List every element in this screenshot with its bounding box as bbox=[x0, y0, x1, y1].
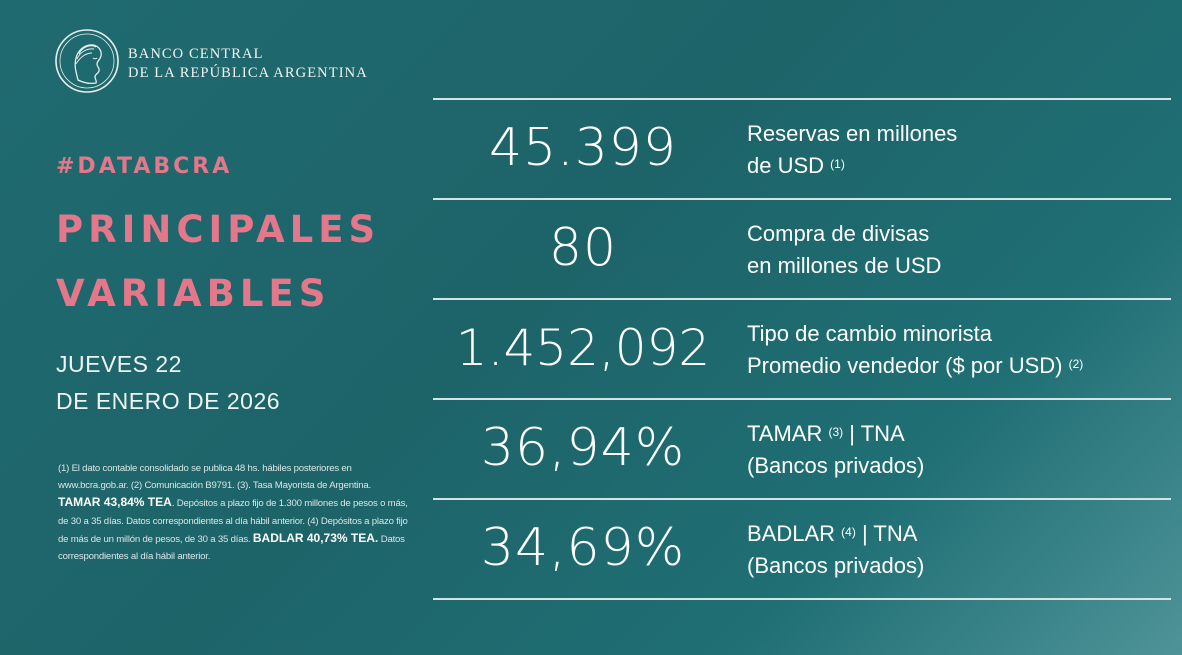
indicator-value: 36,94% bbox=[480, 418, 686, 478]
footnote: (1) El dato contable consolidado se publ… bbox=[58, 460, 413, 565]
indicator-value: 45.399 bbox=[489, 118, 677, 178]
footnote-part1: (1) El dato contable consolidado se publ… bbox=[58, 463, 371, 492]
label-line2: de USD (1) bbox=[747, 150, 1167, 182]
label-line2: en millones de USD bbox=[747, 253, 942, 278]
date-line2: DE ENERO DE 2026 bbox=[56, 388, 281, 414]
divider bbox=[433, 298, 1171, 300]
label-line1-suffix: | TNA bbox=[861, 521, 918, 546]
title-line1: PRINCIPALES bbox=[56, 208, 381, 251]
bank-name-line1: BANCO CENTRAL bbox=[128, 46, 264, 62]
footnote-part2: . Depósitos a plazo fijo de 1.300 millon… bbox=[58, 498, 408, 545]
label-line1-suffix: | TNA bbox=[849, 421, 905, 446]
title-line2: VARIABLES bbox=[56, 272, 331, 315]
label-line2: (Bancos privados) bbox=[747, 453, 925, 478]
indicator-label: Reservas en millones de USD (1) bbox=[747, 118, 1167, 182]
indicator-label: BADLAR (4) | TNA (Bancos privados) bbox=[747, 518, 1167, 582]
bank-name-line2: DE LA REPÚBLICA ARGENTINA bbox=[128, 65, 368, 81]
indicator-value: 1.452,092 bbox=[455, 319, 711, 377]
footnote-tamar-tea: TAMAR 43,84% TEA bbox=[58, 495, 172, 510]
indicator-reserves: 45.399 Reservas en millones de USD (1) bbox=[433, 100, 1171, 198]
label-line1: Tipo de cambio minorista bbox=[747, 321, 992, 346]
bank-name: BANCO CENTRAL DE LA REPÚBLICA ARGENTINA bbox=[128, 45, 368, 83]
indicator-exchange-rate: 1.452,092 Tipo de cambio minorista Prome… bbox=[433, 300, 1171, 398]
page-title: PRINCIPALES VARIABLES bbox=[56, 198, 380, 326]
indicator-label: Compra de divisas en millones de USD bbox=[747, 218, 1167, 282]
hashtag: #DATABCRA bbox=[56, 154, 233, 179]
indicator-label: Tipo de cambio minorista Promedio vended… bbox=[747, 318, 1167, 382]
label-line2-text: Promedio vendedor ($ por USD) bbox=[747, 353, 1063, 378]
label-line2: Promedio vendedor ($ por USD) (2) bbox=[747, 350, 1167, 382]
indicator-fx-purchases: 80 Compra de divisas en millones de USD bbox=[433, 200, 1171, 298]
report-date: JUEVES 22 DE ENERO DE 2026 bbox=[56, 346, 280, 420]
indicator-badlar: 34,69% BADLAR (4) | TNA (Bancos privados… bbox=[433, 500, 1171, 598]
divider bbox=[433, 398, 1171, 400]
divider bbox=[433, 198, 1171, 200]
footnote-ref: (3) bbox=[828, 425, 844, 439]
indicator-tamar: 36,94% TAMAR (3) | TNA (Bancos privados) bbox=[433, 400, 1171, 498]
label-line1: TAMAR (3) | TNA bbox=[747, 418, 1167, 450]
label-line2-text: de USD bbox=[747, 153, 825, 178]
indicators-table: 45.399 Reservas en millones de USD (1) 8… bbox=[433, 98, 1171, 600]
label-line1: Reservas en millones bbox=[747, 121, 958, 146]
divider bbox=[433, 498, 1171, 500]
footnote-badlar-tea: BADLAR 40,73% TEA. bbox=[252, 530, 379, 545]
footnote-ref: (2) bbox=[1068, 357, 1084, 371]
republic-head-seal-icon bbox=[55, 29, 119, 93]
divider bbox=[433, 598, 1171, 600]
date-line1: JUEVES 22 bbox=[56, 351, 182, 377]
label-line1: BADLAR (4) | TNA bbox=[747, 518, 1167, 550]
footnote-part3: Datos correspondientes al día hábil ante… bbox=[58, 533, 405, 563]
indicator-value: 34,69% bbox=[480, 518, 686, 578]
label-line1-text: BADLAR bbox=[747, 521, 836, 546]
indicator-value: 80 bbox=[548, 218, 618, 278]
label-line1: Compra de divisas bbox=[747, 221, 930, 246]
divider bbox=[433, 98, 1171, 100]
label-line2: (Bancos privados) bbox=[747, 553, 925, 578]
footnote-ref: (1) bbox=[830, 157, 845, 171]
bcra-logo: BANCO CENTRAL DE LA REPÚBLICA ARGENTINA bbox=[54, 28, 394, 98]
label-line1-text: TAMAR bbox=[747, 421, 823, 446]
footnote-ref: (4) bbox=[841, 525, 856, 539]
indicator-label: TAMAR (3) | TNA (Bancos privados) bbox=[747, 418, 1167, 482]
